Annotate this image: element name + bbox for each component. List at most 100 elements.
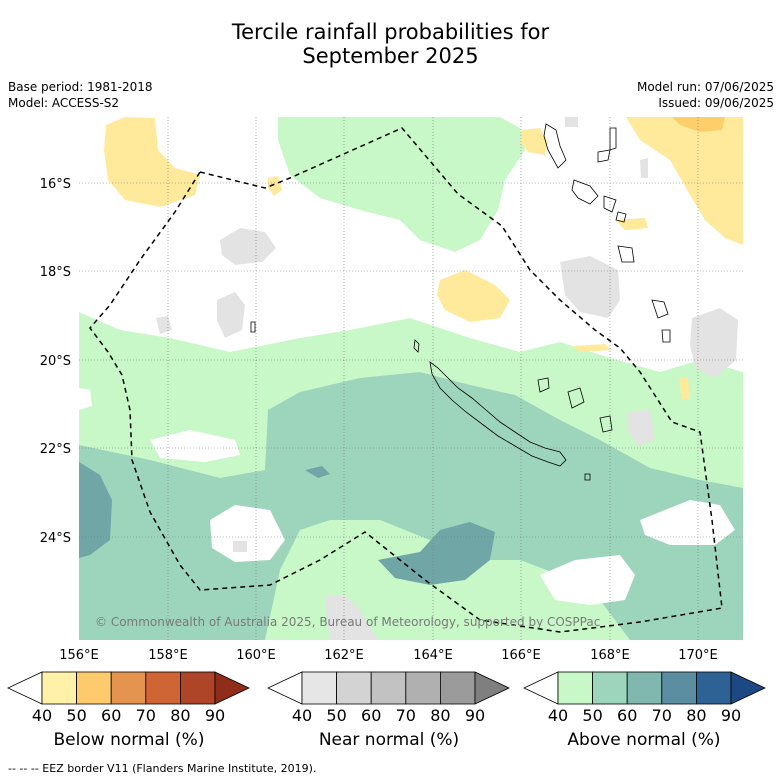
vanuatu-island [615, 211, 627, 223]
small-island [413, 339, 420, 353]
colorbar-segment [301, 671, 337, 705]
below-normal-region [437, 270, 510, 322]
near-normal-region [326, 595, 378, 640]
map-title: Tercile rainfall probabilities for Septe… [0, 20, 781, 68]
colorbar-segment [439, 671, 476, 705]
colorbar-tick: 80 [430, 706, 450, 725]
colorbars: 40 50 60 70 80 90 40 50 60 70 80 90 40 50 60 70 80 90 [7, 671, 766, 725]
title-line-1: Tercile rainfall probabilities for [231, 20, 550, 44]
below-normal-region [572, 344, 612, 352]
white-gap [210, 505, 285, 562]
model-name: Model: ACCESS-S2 [8, 96, 120, 110]
latitude-label: 24°S [40, 531, 71, 546]
eez-border [89, 127, 723, 633]
longitude-label: 164°E [413, 648, 453, 663]
near-normal-region [627, 410, 655, 446]
loyalty-island [567, 387, 585, 409]
latitude-label: 22°S [40, 442, 71, 457]
vanuatu-island [661, 329, 671, 343]
above-normal-70-region [305, 466, 330, 478]
colorbar-segment [405, 671, 441, 705]
colorbar-max-arrow [474, 671, 510, 705]
loyalty-island [599, 415, 613, 433]
below-normal-region [268, 176, 282, 196]
colorbar-segment [696, 671, 732, 705]
below-normal-region [104, 117, 200, 207]
issued-date: Issued: 09/06/2025 [658, 96, 774, 110]
longitude-label: 156°E [59, 648, 99, 663]
base-period: Base period: 1981-2018 [8, 80, 153, 94]
near-normal-region [233, 541, 247, 552]
colorbar-min-arrow [523, 671, 559, 705]
above-normal-region-north [278, 117, 525, 252]
longitude-label: 168°E [590, 648, 630, 663]
colorbar-tick: 90 [205, 706, 225, 725]
colorbar: 40 50 60 70 80 90 [523, 671, 766, 725]
vanuatu-island [617, 245, 635, 263]
colorbar-tick: 40 [292, 706, 312, 725]
colorbar-tick: 40 [32, 706, 52, 725]
colorbar-tick: 80 [170, 706, 190, 725]
colorbar-tick: 60 [361, 706, 381, 725]
white-gap [150, 430, 240, 462]
below-normal-60-region [672, 117, 725, 132]
colorbar-tick: 60 [101, 706, 121, 725]
colorbar-segment [76, 671, 112, 705]
eez-note: -- -- -- EEZ border V11 (Flanders Marine… [8, 762, 317, 775]
longitude-label: 170°E [678, 648, 718, 663]
longitude-labels: 156°E 158°E 160°E 162°E 164°E 166°E 168°E 170°E [59, 648, 718, 663]
colorbar-segment [336, 671, 372, 705]
title-line-2: September 2025 [302, 44, 479, 68]
below-normal-region [679, 378, 690, 400]
small-island [250, 321, 256, 333]
colorbar-segment [145, 671, 181, 705]
colorbar-segment [110, 671, 147, 705]
near-normal-region [220, 228, 276, 265]
vanuatu-island [603, 195, 617, 213]
near-normal-region [640, 158, 648, 178]
colorbar: 40 50 60 70 80 90 [267, 671, 510, 725]
vanuatu-island [543, 123, 567, 169]
longitude-label: 160°E [236, 648, 276, 663]
gridlines [79, 117, 743, 640]
colorbar-segment [661, 671, 697, 705]
probability-field [79, 117, 743, 640]
longitude-label: 166°E [501, 648, 541, 663]
colorbar-tick: 50 [66, 706, 86, 725]
above-normal-70-region [378, 522, 495, 585]
colorbar-tick: 70 [652, 706, 672, 725]
colorbar-max-arrow [214, 671, 250, 705]
colorbar-segment [370, 671, 407, 705]
below-normal-region [626, 117, 743, 245]
near-normal-label: Near normal (%) [318, 730, 460, 750]
colorbar-tick: 60 [617, 706, 637, 725]
vanuatu-island [651, 299, 669, 319]
below-normal-region [520, 128, 548, 155]
longitude-label: 158°E [148, 648, 188, 663]
coastlines [250, 123, 671, 481]
near-normal-region [217, 292, 245, 338]
colorbar-segment [179, 671, 216, 705]
near-normal-region [560, 256, 620, 318]
new-caledonia-coast [429, 361, 567, 467]
near-normal-region [565, 117, 578, 127]
run-info: Model run: 07/06/2025 Issued: 09/06/2025 [637, 79, 774, 111]
model-info: Base period: 1981-2018 Model: ACCESS-S2 [8, 79, 153, 111]
below-normal-label: Below normal (%) [53, 730, 205, 750]
white-gap [79, 388, 92, 410]
latitude-label: 18°S [40, 265, 71, 280]
colorbar-tick: 70 [136, 706, 156, 725]
copyright-credit: © Commonwealth of Australia 2025, Bureau… [95, 615, 600, 629]
model-run: Model run: 07/06/2025 [636, 80, 774, 94]
vanuatu-island [597, 149, 611, 163]
small-island [584, 473, 591, 481]
vanuatu-island [571, 179, 599, 205]
colorbar-tick: 50 [326, 706, 346, 725]
loyalty-island [537, 377, 550, 393]
above-normal-70-region [79, 462, 112, 558]
colorbar-tick: 70 [396, 706, 416, 725]
longitude-label: 162°E [324, 648, 364, 663]
near-normal-region [690, 308, 738, 378]
latitude-label: 16°S [40, 177, 71, 192]
